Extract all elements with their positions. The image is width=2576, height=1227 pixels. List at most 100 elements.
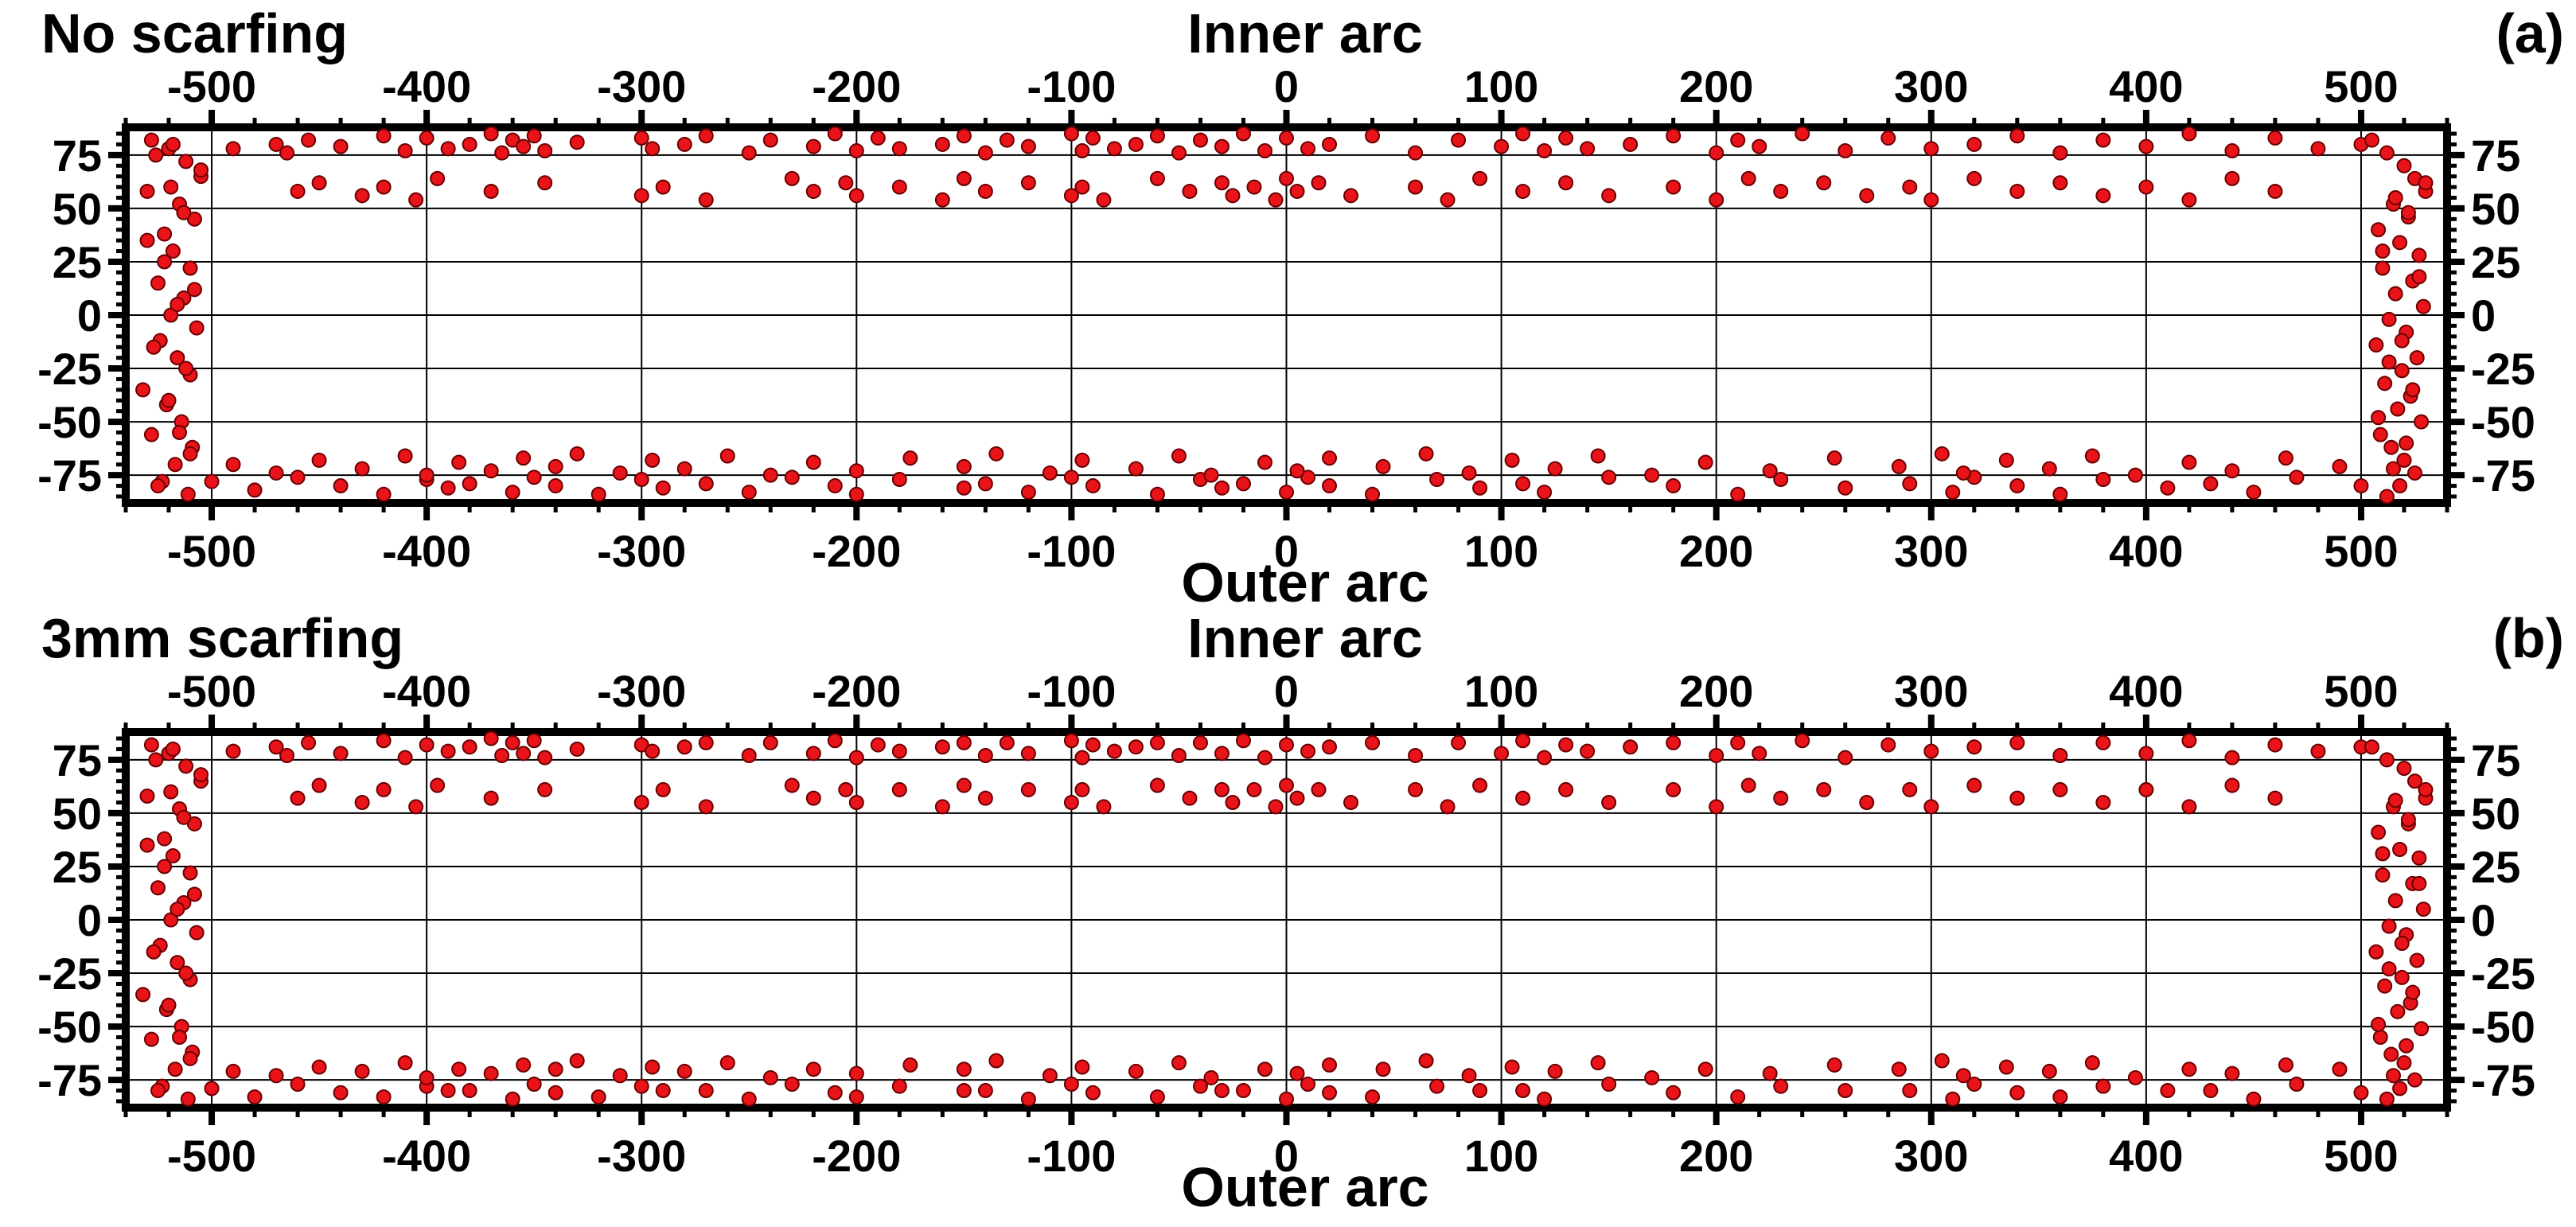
data-point xyxy=(891,179,907,195)
data-point xyxy=(2371,1016,2387,1032)
data-point xyxy=(301,132,317,148)
data-point xyxy=(1880,130,1896,146)
data-point xyxy=(2224,170,2240,186)
data-point xyxy=(1945,485,1961,501)
data-point xyxy=(1494,138,1510,154)
data-point xyxy=(397,1055,413,1071)
panel-label: (a) xyxy=(2496,2,2564,64)
data-point xyxy=(2181,1061,2197,1077)
data-point xyxy=(2224,463,2240,479)
data-point xyxy=(1408,748,1424,763)
data-point xyxy=(268,465,284,481)
x-tick-label-bottom: -200 xyxy=(812,526,901,576)
data-point xyxy=(902,450,918,466)
data-point xyxy=(354,795,370,810)
x-tick-label-top: -400 xyxy=(382,61,471,111)
data-point xyxy=(1020,781,1036,797)
data-point xyxy=(1859,188,1875,204)
data-point xyxy=(956,480,972,496)
data-point xyxy=(1472,1083,1488,1099)
data-point xyxy=(376,128,392,144)
data-point xyxy=(988,446,1004,462)
panel-b: -500 -500 -400 -400 -300 -300 -200 -200 -100 -100… xyxy=(0,605,2576,1218)
data-point xyxy=(2387,793,2403,808)
data-point xyxy=(891,472,907,487)
data-point xyxy=(2377,376,2393,391)
data-point xyxy=(2009,1085,2025,1100)
data-point xyxy=(1966,739,1982,755)
data-point xyxy=(440,743,456,759)
data-point xyxy=(1074,179,1090,195)
data-point xyxy=(440,480,456,496)
data-point xyxy=(135,987,151,1003)
data-point xyxy=(2095,132,2111,148)
data-point xyxy=(848,188,864,204)
data-point xyxy=(2009,128,2025,144)
data-point xyxy=(1063,1077,1079,1092)
data-point xyxy=(1515,183,1531,199)
x-tick-label-top: 200 xyxy=(1679,61,1753,111)
x-tick-label-bottom: 500 xyxy=(2324,1131,2398,1181)
data-point xyxy=(1322,478,1338,494)
data-point xyxy=(2418,175,2434,191)
data-point xyxy=(1547,461,1563,477)
data-point xyxy=(1923,141,1939,157)
data-point xyxy=(870,130,886,146)
data-point xyxy=(633,130,649,146)
data-point xyxy=(225,457,241,473)
data-point xyxy=(1171,448,1187,464)
data-point xyxy=(762,734,778,750)
data-point xyxy=(827,126,843,142)
x-tick-label-bottom: -400 xyxy=(382,1131,471,1181)
data-point xyxy=(157,831,173,847)
x-tick-label-bottom: -500 xyxy=(167,1131,256,1181)
data-point xyxy=(1504,452,1520,468)
data-point xyxy=(891,781,907,797)
data-point xyxy=(2052,781,2068,797)
data-point xyxy=(2364,739,2379,755)
data-point xyxy=(1149,734,1165,750)
data-point xyxy=(1580,743,1596,759)
data-point xyxy=(165,848,181,864)
y-tick-label-left: 75 xyxy=(53,130,102,181)
data-point xyxy=(1966,777,1982,793)
data-point xyxy=(354,461,370,477)
data-point xyxy=(1666,478,1682,494)
x-tick-label-bottom: 400 xyxy=(2109,526,2183,576)
data-point xyxy=(1020,746,1036,762)
data-point xyxy=(2052,175,2068,191)
data-point xyxy=(150,1083,166,1099)
data-point xyxy=(2052,1089,2068,1105)
data-point xyxy=(139,232,155,248)
data-point xyxy=(189,925,205,941)
data-point xyxy=(1375,458,1391,474)
data-point xyxy=(1106,743,1122,759)
data-point xyxy=(2052,486,2068,502)
data-point xyxy=(1074,143,1090,158)
data-point xyxy=(2160,1083,2176,1099)
data-point xyxy=(1955,465,1971,481)
data-point xyxy=(1279,170,1294,186)
data-point xyxy=(1666,1085,1682,1100)
data-point xyxy=(698,476,714,492)
data-point xyxy=(189,320,205,336)
data-point xyxy=(1472,777,1488,793)
data-point xyxy=(311,777,327,793)
data-point xyxy=(483,463,499,479)
data-point xyxy=(2138,179,2154,195)
data-point xyxy=(430,170,446,186)
data-point xyxy=(2414,1021,2430,1037)
data-point xyxy=(2095,472,2111,487)
data-point xyxy=(2400,204,2416,220)
data-point xyxy=(462,476,477,492)
y-tick-label-right: 75 xyxy=(2471,130,2520,181)
bottom-axis-label: Outer arc xyxy=(1181,1156,1428,1218)
data-point xyxy=(1762,463,1778,479)
data-point xyxy=(1558,781,1574,797)
data-point xyxy=(143,427,159,442)
x-tick-label-bottom: -300 xyxy=(597,1131,686,1181)
data-point xyxy=(451,1061,467,1077)
data-point xyxy=(1837,480,1853,496)
data-point xyxy=(2009,183,2025,199)
data-point xyxy=(1902,1083,1918,1099)
